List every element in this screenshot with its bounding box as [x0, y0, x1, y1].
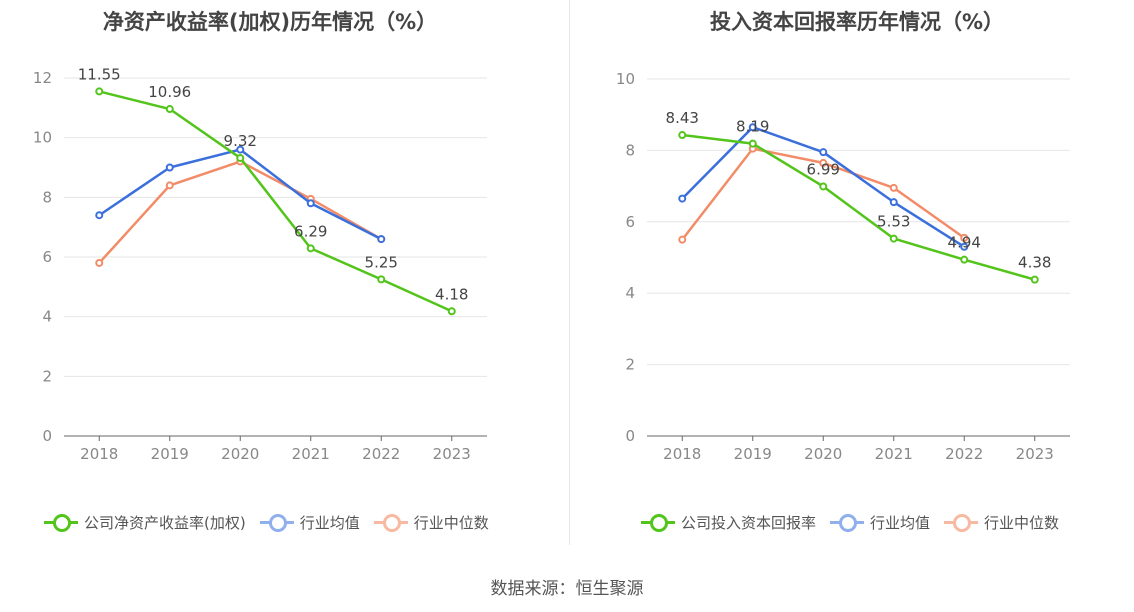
legend-label: 公司净资产收益率(加权) [84, 513, 246, 532]
data-point [748, 123, 757, 132]
data-label: 4.18 [435, 285, 468, 303]
data-point [95, 258, 104, 267]
data-label: 6.29 [294, 222, 327, 240]
data-label: 10.96 [148, 83, 191, 101]
data-point [236, 153, 245, 162]
legend-item-industry-avg[interactable]: 行业均值 [259, 512, 360, 533]
data-point [1030, 275, 1039, 284]
data-point [819, 182, 828, 191]
y-tick-label: 12 [33, 69, 52, 87]
legend-item-company[interactable]: 公司净资产收益率(加权) [44, 512, 246, 533]
data-label: 5.25 [365, 253, 398, 271]
legend-label: 行业中位数 [413, 513, 489, 532]
data-point [889, 234, 898, 243]
legend-marker-icon [259, 512, 294, 532]
legend-item-industry-median[interactable]: 行业中位数 [373, 512, 489, 533]
data-point [165, 105, 174, 114]
roe-line-chart: 0 2 4 6 8 10 12 2018 2019 2020 2021 2022 2023 11.55 10… [33, 65, 487, 463]
x-tick-label: 2018 [663, 445, 701, 463]
legend-item-industry-median[interactable]: 行业中位数 [944, 512, 1059, 533]
legend: 公司投入资本回报率 行业均值 行业中位数 [641, 510, 1073, 534]
data-point [889, 198, 898, 207]
series-line [98, 160, 382, 264]
data-point [819, 158, 828, 167]
panel-divider [569, 0, 570, 545]
legend-label: 行业均值 [870, 513, 931, 532]
x-tick-label: 2019 [151, 445, 189, 463]
x-tick-label: 2022 [945, 445, 983, 463]
legend-marker-icon [373, 512, 408, 532]
data-label: 8.19 [736, 118, 769, 136]
y-tick-label: 4 [625, 284, 635, 302]
x-tick-label: 2022 [362, 445, 400, 463]
legend-marker-icon [641, 512, 675, 532]
data-point [960, 255, 969, 264]
data-point [95, 211, 104, 220]
data-label: 6.99 [807, 160, 840, 178]
data-point [236, 145, 245, 154]
legend-marker-icon [830, 512, 865, 532]
data-point [678, 194, 687, 203]
x-tick-label: 2019 [734, 445, 772, 463]
x-tick-label: 2020 [804, 445, 842, 463]
y-tick-label: 10 [33, 129, 52, 147]
data-label: 11.55 [78, 65, 121, 83]
chart-title: 投入资本回报率历年情况（%） [709, 10, 1005, 34]
data-point [377, 275, 386, 284]
legend: 公司净资产收益率(加权) 行业均值 行业中位数 [44, 510, 503, 534]
x-tick-label: 2021 [292, 445, 330, 463]
data-point [678, 131, 687, 140]
data-label: 4.38 [1018, 254, 1051, 272]
data-point [678, 235, 687, 244]
x-tick-label: 2018 [80, 445, 118, 463]
y-tick-label: 8 [625, 141, 635, 159]
y-tick-label: 6 [625, 213, 635, 231]
legend-item-company[interactable]: 公司投入资本回报率 [641, 512, 816, 533]
y-tick-label: 2 [625, 356, 635, 374]
data-point [819, 148, 828, 157]
legend-marker-icon [944, 512, 979, 532]
y-tick-label: 2 [42, 367, 52, 385]
legend-item-industry-avg[interactable]: 行业均值 [830, 512, 930, 533]
data-point [165, 163, 174, 172]
x-tick-label: 2021 [875, 445, 913, 463]
x-tick-label: 2023 [433, 445, 471, 463]
data-point [306, 199, 315, 208]
y-tick-label: 6 [42, 248, 52, 266]
data-label: 4.94 [948, 234, 981, 252]
data-label: 5.53 [877, 213, 910, 231]
x-tick-label: 2023 [1016, 445, 1054, 463]
roe-chart-panel: 净资产收益率(加权)历年情况（%） 0 2 4 6 8 10 12 2018 2019 2020 2… [0, 0, 567, 560]
data-source-note: 数据来源：恒生聚源 [490, 579, 644, 599]
data-point [95, 87, 104, 96]
roic-chart-panel: 投入资本回报率历年情况（%） 0 2 4 6 8 10 2018 2019 2020 2021 20… [567, 0, 1134, 560]
data-point [960, 233, 969, 242]
y-tick-label: 0 [625, 427, 635, 445]
series-line [682, 133, 1036, 281]
data-point [889, 183, 898, 192]
data-point [377, 235, 386, 244]
y-tick-label: 0 [42, 427, 52, 445]
legend-label: 行业均值 [299, 513, 360, 532]
data-point [165, 181, 174, 190]
y-tick-label: 10 [616, 70, 635, 88]
data-point [960, 242, 969, 251]
data-point [306, 244, 315, 253]
series-line [98, 90, 453, 313]
data-point [447, 307, 456, 316]
data-label: 8.43 [666, 109, 699, 127]
data-label: 9.32 [224, 132, 257, 150]
y-tick-label: 4 [42, 308, 52, 326]
data-point [748, 139, 757, 148]
y-tick-label: 8 [42, 188, 52, 206]
roic-line-chart: 0 2 4 6 8 10 2018 2019 2020 2021 2022 2023 8.43 8.19 6… [616, 70, 1070, 463]
x-tick-label: 2020 [221, 445, 259, 463]
legend-label: 公司投入资本回报率 [681, 513, 817, 532]
legend-label: 行业中位数 [984, 513, 1060, 532]
legend-marker-icon [44, 512, 78, 532]
chart-title: 净资产收益率(加权)历年情况（%） [102, 10, 438, 34]
